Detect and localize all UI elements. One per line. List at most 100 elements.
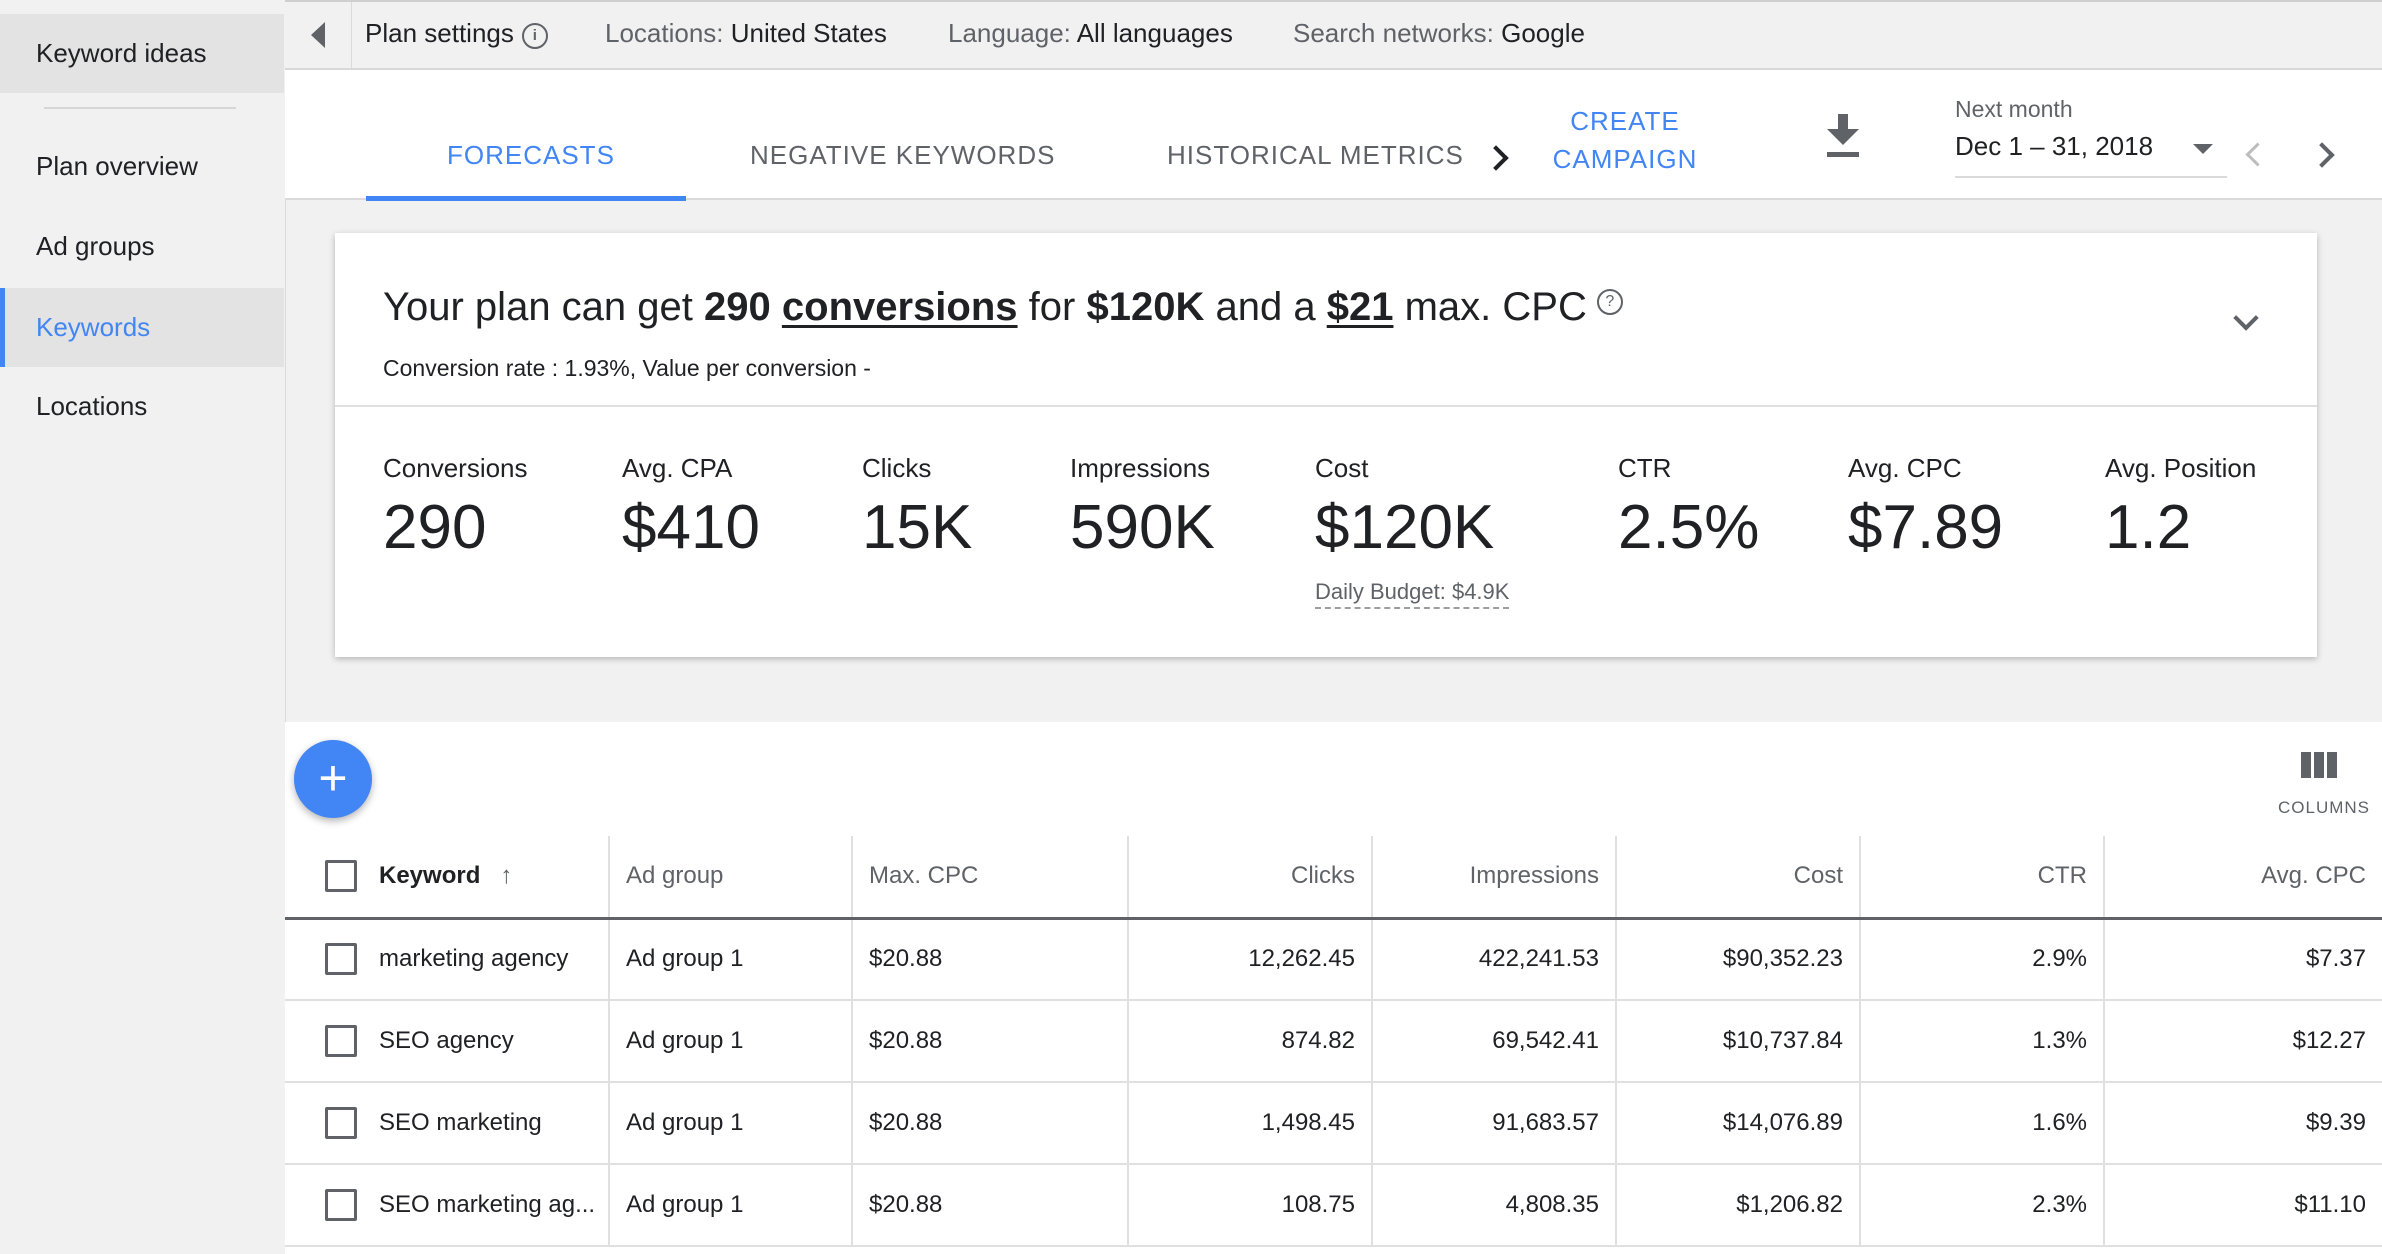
checkbox-icon	[325, 860, 357, 893]
tab-negative-keywords[interactable]: NEGATIVE KEYWORDS	[750, 140, 1056, 170]
search-networks-label: Search networks:	[1293, 18, 1494, 48]
sidebar-item-label: Keywords	[36, 312, 151, 342]
conversion-rate-line: Conversion rate : 1.93%, Value per conve…	[383, 355, 871, 381]
column-header-clicks[interactable]: Clicks	[1127, 836, 1372, 920]
keyword-cell[interactable]: marketing agency	[363, 918, 609, 1001]
sort-ascending-icon[interactable]: ↑	[500, 862, 513, 890]
sidebar-item-keyword-ideas[interactable]: Keyword ideas	[0, 14, 284, 93]
dropdown-arrow-icon[interactable]	[2193, 144, 2213, 154]
tab-forecasts[interactable]: FORECASTS	[447, 140, 615, 170]
card-divider	[335, 405, 2317, 407]
date-range-underline	[1955, 176, 2227, 178]
keyword-cell[interactable]: SEO marketing ag...	[363, 1164, 609, 1247]
checkbox-icon	[325, 1025, 357, 1057]
previous-period-icon[interactable]	[2245, 142, 2270, 167]
ad-group-cell[interactable]: Ad group 1	[608, 1082, 852, 1165]
cost-cell: $90,352.23	[1615, 918, 1860, 1001]
date-range-selector[interactable]: Dec 1 – 31, 2018	[1955, 131, 2154, 161]
ad-group-cell[interactable]: Ad group 1	[608, 918, 852, 1001]
next-period-icon[interactable]	[2309, 142, 2335, 168]
metric-label: Impressions	[1070, 453, 1211, 483]
collapse-sidebar-button[interactable]	[285, 2, 352, 68]
expand-chevron-icon[interactable]	[2233, 305, 2259, 331]
headline-conversions-selector[interactable]: conversions	[781, 285, 1018, 329]
sidebar-item-plan-overview[interactable]: Plan overview	[0, 127, 284, 206]
row-checkbox[interactable]	[285, 918, 363, 1001]
language-label: Language:	[948, 18, 1071, 48]
avg-cpc-cell: $7.37	[2103, 918, 2382, 1001]
table-header-row: Keyword ↑ Ad group Max. CPC Clicks Impres…	[285, 836, 2382, 920]
daily-budget[interactable]: Daily Budget: $4.9K	[1315, 579, 1510, 609]
column-header-impressions[interactable]: Impressions	[1371, 836, 1616, 920]
info-icon[interactable]: i	[521, 23, 548, 49]
metric-value: $410	[622, 493, 760, 562]
create-campaign-button[interactable]: CREATE CAMPAIGN	[1545, 102, 1705, 178]
row-checkbox[interactable]	[285, 1164, 363, 1247]
metric-value: 1.2	[2105, 493, 2192, 562]
clicks-cell: 874.82	[1127, 1000, 1372, 1083]
keywords-table: Keyword ↑ Ad group Max. CPC Clicks Impres…	[285, 836, 2382, 1247]
column-header-ctr[interactable]: CTR	[1859, 836, 2104, 920]
headline-cost: $120K	[1086, 285, 1205, 329]
columns-label[interactable]: COLUMNS	[2278, 798, 2371, 817]
metric-label: Avg. Position	[2105, 453, 2257, 483]
active-tab-indicator	[366, 196, 686, 201]
tabs-scroll-right-icon[interactable]	[1483, 145, 1509, 171]
column-header-max-cpc[interactable]: Max. CPC	[851, 836, 1128, 920]
sidebar-item-label: Keyword ideas	[36, 38, 207, 68]
columns-icon[interactable]	[2301, 752, 2337, 778]
checkbox-icon	[325, 943, 357, 976]
download-icon[interactable]	[1825, 114, 1861, 160]
ctr-cell: 2.9%	[1859, 918, 2104, 1001]
ad-group-cell[interactable]: Ad group 1	[608, 1164, 852, 1247]
column-header-keyword[interactable]: Keyword ↑	[363, 836, 609, 920]
impressions-cell: 69,542.41	[1371, 1000, 1616, 1083]
help-icon[interactable]: ?	[1596, 289, 1623, 315]
clicks-cell: 108.75	[1127, 1164, 1372, 1247]
headline-prefix: Your plan can get	[383, 285, 693, 329]
metric-label: Avg. CPC	[1848, 453, 1962, 483]
max-cpc-cell[interactable]: $20.88	[851, 1000, 1128, 1083]
max-cpc-cell[interactable]: $20.88	[851, 918, 1128, 1001]
ad-group-cell[interactable]: Ad group 1	[608, 1000, 852, 1083]
metric-value: $7.89	[1848, 493, 2004, 562]
max-cpc-cell[interactable]: $20.88	[851, 1164, 1128, 1247]
headline-max-cpc[interactable]: $21	[1326, 285, 1394, 329]
tab-historical-metrics[interactable]: HISTORICAL METRICS	[1167, 140, 1464, 170]
metric-value: 290	[383, 493, 487, 562]
metric-ctr: CTR 2.5%	[1618, 453, 1759, 563]
language-setting[interactable]: Language: All languages	[948, 18, 1233, 49]
language-value: All languages	[1076, 18, 1233, 48]
table-row: marketing agency Ad group 1 $20.88 12,26…	[285, 918, 2382, 1001]
column-header-ad-group[interactable]: Ad group	[608, 836, 852, 920]
max-cpc-cell[interactable]: $20.88	[851, 1082, 1128, 1165]
add-keywords-button[interactable]: +	[294, 740, 372, 818]
sidebar-item-label: Ad groups	[36, 231, 155, 261]
cost-cell: $14,076.89	[1615, 1082, 1860, 1165]
search-networks-value: Google	[1501, 18, 1585, 48]
locations-value: United States	[730, 18, 887, 48]
row-checkbox[interactable]	[285, 1000, 363, 1083]
clicks-cell: 12,262.45	[1127, 918, 1372, 1001]
metric-clicks: Clicks 15K	[862, 453, 972, 563]
column-header-cost[interactable]: Cost	[1615, 836, 1860, 920]
sidebar-item-keywords[interactable]: Keywords	[0, 288, 284, 367]
keyword-cell[interactable]: SEO agency	[363, 1000, 609, 1083]
checkbox-icon	[325, 1189, 357, 1221]
avg-cpc-cell: $12.27	[2103, 1000, 2382, 1083]
keyword-cell[interactable]: SEO marketing	[363, 1082, 609, 1165]
column-header-avg-cpc[interactable]: Avg. CPC	[2103, 836, 2382, 920]
search-networks-setting[interactable]: Search networks: Google	[1293, 18, 1585, 49]
table-row: SEO marketing ag... Ad group 1 $20.88 10…	[285, 1164, 2382, 1247]
locations-setting[interactable]: Locations: United States	[605, 18, 887, 49]
plan-settings-title[interactable]: Plan settings i	[365, 18, 548, 49]
sidebar-item-locations[interactable]: Locations	[0, 367, 284, 446]
sidebar-divider	[44, 107, 236, 109]
metric-value: 2.5%	[1618, 493, 1760, 562]
select-all-checkbox[interactable]	[285, 836, 363, 920]
sidebar-item-ad-groups[interactable]: Ad groups	[0, 207, 284, 286]
impressions-cell: 4,808.35	[1371, 1164, 1616, 1247]
metric-cost: Cost $120K	[1315, 453, 1494, 563]
row-checkbox[interactable]	[285, 1082, 363, 1165]
sidebar-item-label: Locations	[36, 391, 148, 421]
